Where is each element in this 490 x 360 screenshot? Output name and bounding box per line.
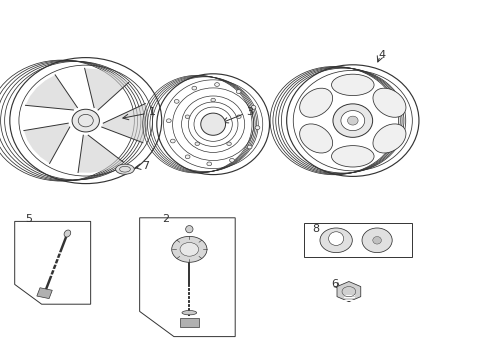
Ellipse shape: [186, 226, 193, 233]
Ellipse shape: [329, 232, 343, 246]
Ellipse shape: [211, 98, 216, 102]
Ellipse shape: [373, 88, 406, 117]
Ellipse shape: [255, 126, 260, 130]
Ellipse shape: [180, 243, 198, 256]
Ellipse shape: [182, 311, 196, 315]
Text: 1: 1: [148, 107, 155, 117]
Ellipse shape: [287, 65, 419, 176]
Ellipse shape: [185, 155, 190, 159]
Polygon shape: [37, 288, 52, 298]
Text: 8: 8: [313, 224, 320, 234]
Ellipse shape: [300, 124, 333, 153]
Ellipse shape: [171, 139, 175, 143]
Ellipse shape: [300, 88, 333, 117]
Ellipse shape: [236, 90, 241, 94]
Ellipse shape: [174, 99, 179, 103]
Ellipse shape: [362, 228, 392, 253]
Polygon shape: [25, 75, 77, 110]
Polygon shape: [337, 282, 361, 302]
Ellipse shape: [227, 142, 231, 145]
Ellipse shape: [230, 158, 234, 162]
Ellipse shape: [347, 116, 358, 125]
Ellipse shape: [172, 237, 207, 262]
Ellipse shape: [332, 145, 374, 167]
FancyBboxPatch shape: [180, 318, 198, 328]
Ellipse shape: [10, 58, 162, 184]
Ellipse shape: [201, 113, 225, 135]
Ellipse shape: [251, 105, 256, 109]
Ellipse shape: [64, 230, 71, 237]
Text: 2: 2: [162, 213, 169, 224]
Ellipse shape: [72, 109, 99, 132]
Ellipse shape: [247, 145, 252, 149]
Ellipse shape: [207, 162, 212, 166]
Ellipse shape: [167, 119, 171, 123]
Polygon shape: [78, 135, 123, 173]
Text: 3: 3: [246, 107, 253, 117]
Ellipse shape: [157, 74, 270, 175]
Ellipse shape: [237, 115, 241, 118]
Ellipse shape: [320, 228, 352, 253]
Text: 6: 6: [331, 279, 338, 289]
Ellipse shape: [341, 111, 365, 131]
Text: 7: 7: [142, 161, 149, 171]
Ellipse shape: [116, 164, 134, 174]
Ellipse shape: [332, 74, 374, 95]
Ellipse shape: [192, 86, 196, 90]
Text: 5: 5: [25, 213, 32, 224]
Polygon shape: [24, 123, 70, 163]
Ellipse shape: [185, 115, 190, 118]
Ellipse shape: [333, 104, 372, 137]
Ellipse shape: [373, 237, 381, 244]
Text: 4: 4: [378, 50, 386, 60]
Ellipse shape: [373, 124, 406, 153]
Polygon shape: [85, 68, 129, 110]
Polygon shape: [102, 104, 148, 143]
Ellipse shape: [195, 142, 199, 145]
Ellipse shape: [215, 83, 220, 86]
